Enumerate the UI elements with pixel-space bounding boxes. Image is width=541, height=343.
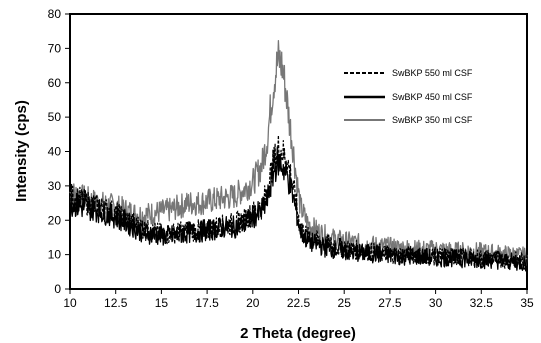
x-axis-title: 2 Theta (degree)	[240, 325, 356, 342]
y-tick-label: 30	[48, 179, 62, 193]
plot-frame	[69, 13, 528, 290]
series-line-swbkp-350-ml-csf	[69, 40, 528, 266]
x-tick-label: 27.5	[378, 296, 402, 310]
y-tick-label: 20	[48, 213, 62, 227]
y-axis-title: Intensity (cps)	[13, 100, 30, 202]
y-tick-label: 60	[48, 76, 62, 90]
x-tick-label: 25	[338, 296, 352, 310]
y-tick-label: 70	[48, 41, 62, 55]
y-tick-label: 0	[54, 282, 61, 296]
series-line-swbkp-450-ml-csf	[69, 149, 528, 272]
x-tick-label: 10	[63, 296, 77, 310]
legend: SwBKP 550 ml CSF SwBKP 450 ml CSF SwBKP …	[344, 68, 473, 125]
series-layer	[69, 40, 528, 272]
y-axis: 0 10 20 30 40 50 60 70 80	[48, 7, 70, 296]
x-tick-label: 35	[520, 296, 534, 310]
legend-label-550: SwBKP 550 ml CSF	[392, 68, 473, 78]
y-tick-label: 10	[48, 248, 62, 262]
x-tick-label: 22.5	[287, 296, 311, 310]
x-tick-label: 32.5	[470, 296, 494, 310]
legend-label-450: SwBKP 450 ml CSF	[392, 92, 473, 102]
y-tick-label: 80	[48, 7, 62, 21]
x-tick-label: 12.5	[104, 296, 128, 310]
y-tick-label: 40	[48, 145, 62, 159]
y-tick-label: 50	[48, 110, 62, 124]
x-tick-label: 17.5	[195, 296, 219, 310]
x-axis: 10 12.5 15 17.5 20 22.5 25 27.5 30 32.5 35	[63, 289, 534, 310]
x-tick-label: 30	[429, 296, 443, 310]
legend-label-350: SwBKP 350 ml CSF	[392, 115, 473, 125]
x-tick-label: 20	[246, 296, 260, 310]
x-tick-label: 15	[155, 296, 169, 310]
